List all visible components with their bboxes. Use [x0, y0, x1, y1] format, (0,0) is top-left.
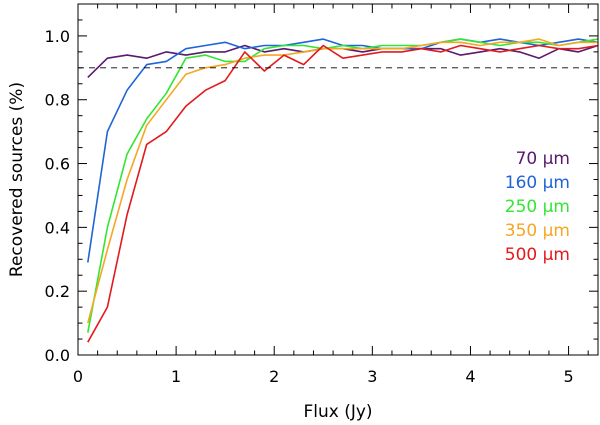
tick-layer: 0 1 2 3 4 5 0.0 0.2 0.4 0.6 0.8 1.0 — [45, 3, 598, 386]
x-tick-label: 1 — [171, 367, 181, 386]
x-axis-label: Flux (Jy) — [303, 402, 372, 422]
legend-label-2: 160 µm — [505, 173, 570, 193]
series-layer — [87, 38, 599, 343]
legend-label-3: 250 µm — [505, 197, 570, 217]
x-tick-label: 2 — [269, 367, 279, 386]
y-tick-label: 0.4 — [45, 218, 70, 237]
y-tick-label: 0.0 — [45, 346, 70, 365]
y-tick-label: 0.2 — [45, 282, 70, 301]
plot-frame — [77, 3, 599, 356]
x-tick-label: 3 — [367, 367, 377, 386]
legend: 70 µm 160 µm 250 µm 350 µm 500 µm — [505, 149, 570, 265]
x-tick-label: 4 — [465, 367, 475, 386]
series-line-3 — [87, 38, 599, 333]
series-line-4 — [87, 38, 598, 324]
legend-label-4: 350 µm — [505, 221, 570, 241]
y-tick-label: 0.6 — [45, 155, 70, 174]
y-tick-label: 1.0 — [45, 27, 70, 46]
x-tick-label: 5 — [563, 367, 573, 386]
x-tick-label: 0 — [73, 367, 83, 386]
y-tick-label: 0.8 — [45, 91, 70, 110]
legend-label-1: 70 µm — [516, 149, 570, 169]
series-line-5 — [87, 44, 599, 343]
y-axis-label: Recovered sources (%) — [7, 82, 27, 277]
legend-label-5: 500 µm — [505, 245, 570, 265]
